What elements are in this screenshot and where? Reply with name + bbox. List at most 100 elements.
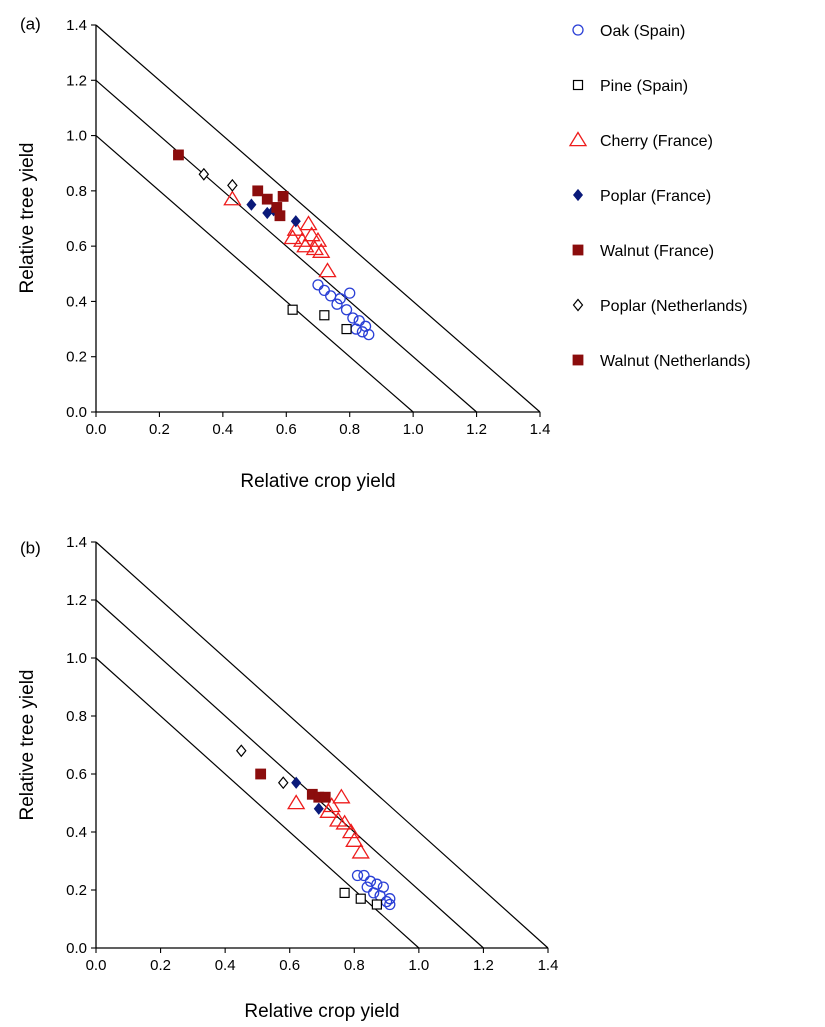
- y-tick-label: 1.4: [66, 17, 87, 34]
- data-point: [328, 811, 348, 827]
- data-point: [356, 326, 369, 338]
- x-tick-label: 0.6: [276, 421, 297, 438]
- x-tick-label: 1.0: [408, 957, 429, 974]
- data-point: [236, 744, 247, 758]
- series-walnut_netherlands: [173, 149, 184, 161]
- data-point: [335, 814, 354, 830]
- y-tick-label: 1.4: [66, 534, 87, 551]
- legend-label: Pine (Spain): [600, 78, 688, 95]
- y-tick-label: 1.0: [66, 128, 87, 145]
- x-tick-label: 1.2: [466, 421, 487, 438]
- data-point: [296, 237, 315, 253]
- x-tick-label: 0.0: [86, 421, 107, 438]
- x-tick-label: 0.0: [86, 957, 107, 974]
- series-walnut_france: [306, 788, 331, 803]
- data-point: [252, 185, 264, 197]
- data-point: [363, 328, 375, 341]
- legend-item: Oak (Spain): [572, 23, 685, 40]
- data-point: [312, 242, 331, 258]
- legend-label: Poplar (France): [600, 188, 711, 205]
- data-point: [355, 893, 366, 904]
- x-tick-label: 0.8: [339, 421, 360, 438]
- y-tick-label: 1.2: [66, 592, 87, 609]
- x-tick-label: 0.2: [150, 957, 171, 974]
- x-tick-label: 0.4: [215, 957, 236, 974]
- legend-item: Walnut (Netherlands): [572, 353, 751, 370]
- data-point: [322, 797, 341, 813]
- data-point: [308, 231, 328, 247]
- data-point: [319, 802, 338, 818]
- data-point: [299, 215, 318, 231]
- x-tick-label: 1.4: [530, 421, 551, 438]
- data-point: [286, 220, 305, 236]
- data-point: [332, 788, 351, 804]
- x-tick-label: 0.8: [344, 957, 365, 974]
- series-poplar_netherlands: [198, 167, 238, 192]
- series-poplar_france: [291, 776, 324, 815]
- data-point: [318, 262, 337, 278]
- legend-label: Cherry (France): [600, 133, 713, 150]
- data-point: [340, 304, 353, 316]
- data-point: [255, 768, 267, 780]
- data-point: [371, 899, 382, 910]
- data-point: [246, 198, 257, 211]
- panel-b-label: (b): [20, 538, 41, 557]
- legend-label: Walnut (France): [600, 243, 714, 260]
- series-pine_spain: [287, 304, 352, 335]
- data-point: [384, 893, 396, 905]
- data-point: [277, 776, 289, 790]
- y-tick-label: 0.4: [66, 824, 87, 841]
- data-point: [312, 279, 324, 291]
- series-walnut_france: [252, 185, 289, 222]
- series-pine_spain: [339, 887, 382, 910]
- data-point: [318, 284, 330, 297]
- data-point: [319, 310, 330, 321]
- x-tick-label: 1.4: [538, 957, 559, 974]
- panel-a-x-axis-label: Relative crop yield: [240, 471, 395, 492]
- ler-reference-line: [95, 541, 549, 949]
- series-cherry_france: [287, 788, 370, 859]
- data-point: [339, 887, 350, 899]
- legend-item: Poplar (Netherlands): [572, 298, 748, 315]
- legend: Oak (Spain) Pine (Spain) Cherry (France) Po…: [568, 23, 751, 370]
- y-tick-label: 0.2: [66, 349, 87, 366]
- series-oak_spain: [351, 869, 396, 911]
- legend-marker: [572, 354, 584, 366]
- data-point: [302, 226, 321, 242]
- data-point: [198, 167, 210, 181]
- y-tick-label: 0.6: [66, 238, 87, 255]
- y-tick-label: 0.2: [66, 882, 87, 899]
- data-point: [380, 895, 393, 908]
- y-tick-label: 0.6: [66, 766, 87, 783]
- legend-label: Walnut (Netherlands): [600, 353, 751, 370]
- panel-b: (b) Relative tree yield Relative crop yi…: [17, 534, 558, 1022]
- data-point: [305, 240, 324, 256]
- panel-b-y-axis-label: Relative tree yield: [17, 669, 38, 820]
- ler-reference-line: [95, 135, 414, 413]
- series-poplar_netherlands: [236, 744, 289, 790]
- legend-marker: [572, 244, 584, 256]
- data-point: [261, 193, 273, 205]
- data-point: [290, 215, 301, 228]
- ler-reference-line: [95, 24, 541, 413]
- ler-reference-line: [95, 79, 477, 413]
- legend-label: Oak (Spain): [600, 23, 685, 40]
- legend-marker: [572, 24, 584, 36]
- panel-a-y-axis-label: Relative tree yield: [17, 142, 38, 293]
- data-point: [341, 323, 352, 335]
- data-point: [319, 791, 331, 803]
- legend-item: Cherry (France): [568, 131, 713, 150]
- data-point: [364, 875, 377, 887]
- series-cherry_france: [223, 190, 337, 278]
- data-point: [283, 229, 302, 245]
- legend-item: Poplar (France): [572, 188, 711, 205]
- panel-a: (a) Relative tree yield Relative crop yi…: [17, 14, 550, 492]
- legend-marker: [572, 298, 584, 312]
- legend-item: Walnut (France): [572, 243, 714, 260]
- data-point: [291, 776, 302, 789]
- x-tick-label: 1.2: [473, 957, 494, 974]
- data-point: [345, 831, 364, 847]
- data-point: [344, 287, 356, 299]
- series-walnut_netherlands: [255, 768, 267, 780]
